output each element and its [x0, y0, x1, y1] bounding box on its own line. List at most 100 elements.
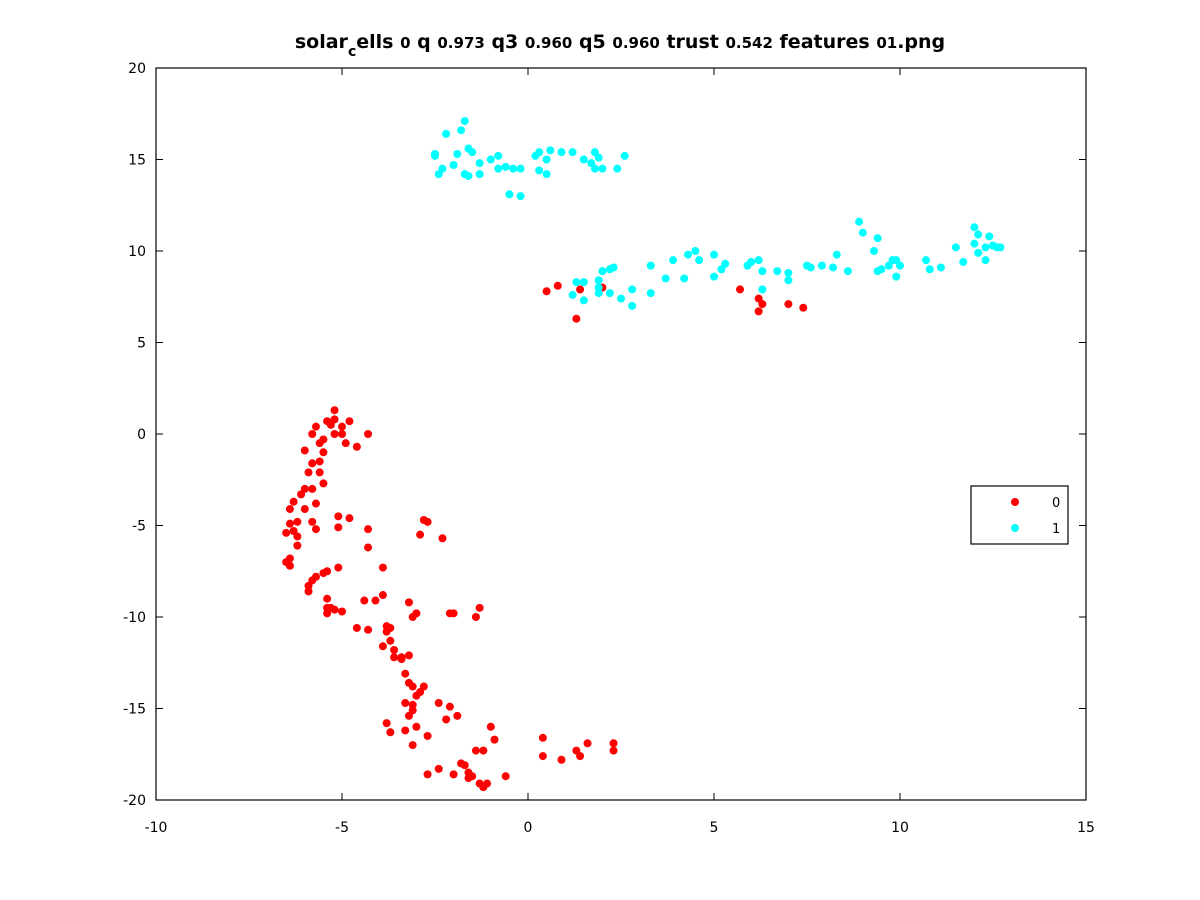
- x-tick-label: 5: [710, 820, 719, 836]
- data-point-series-0: [311, 422, 320, 431]
- data-point-series-0: [475, 603, 484, 612]
- data-point-series-1: [598, 267, 607, 276]
- data-point-series-1: [646, 289, 655, 298]
- data-point-series-1: [869, 247, 878, 255]
- y-tick-label: -15: [123, 702, 146, 718]
- data-point-series-0: [304, 587, 313, 596]
- data-point-series-0: [311, 499, 320, 508]
- y-tick-label: 10: [128, 244, 146, 260]
- data-point-series-1: [594, 289, 603, 298]
- data-point-series-1: [535, 148, 544, 157]
- data-point-series-0: [308, 517, 317, 526]
- data-point-series-0: [538, 733, 547, 742]
- data-point-series-0: [364, 543, 373, 552]
- data-point-series-0: [490, 735, 499, 744]
- data-point-series-0: [311, 525, 320, 534]
- data-point-series-1: [516, 164, 525, 173]
- data-point-series-0: [386, 636, 395, 645]
- data-point-series-1: [509, 164, 518, 173]
- data-point-series-1: [754, 256, 763, 265]
- data-point-series-0: [300, 505, 309, 514]
- data-point-series-0: [323, 594, 332, 603]
- data-point-series-0: [285, 519, 294, 528]
- data-point-series-0: [412, 691, 421, 700]
- data-point-series-0: [397, 655, 406, 664]
- data-point-series-1: [970, 223, 979, 232]
- data-point-series-1: [680, 274, 689, 283]
- data-point-series-0: [364, 525, 373, 534]
- y-tick-label: 5: [137, 336, 146, 352]
- data-point-series-0: [479, 746, 488, 755]
- data-point-series-0: [378, 563, 387, 572]
- legend: 0 1: [970, 485, 1069, 545]
- data-point-series-1: [557, 148, 566, 157]
- data-point-series-0: [308, 430, 317, 438]
- legend-label-series-1: 1: [1052, 522, 1060, 537]
- data-point-series-1: [594, 153, 603, 162]
- data-point-series-0: [576, 752, 585, 761]
- data-point-series-0: [408, 682, 417, 691]
- data-point-series-0: [758, 300, 767, 309]
- data-point-series-1: [579, 155, 588, 164]
- data-point-series-0: [471, 746, 480, 755]
- data-point-series-0: [453, 711, 462, 720]
- x-tick-label: -5: [335, 820, 349, 836]
- data-point-series-1: [832, 250, 841, 259]
- data-point-series-0: [289, 497, 298, 506]
- title-part-mid: ells: [356, 31, 400, 53]
- data-point-series-0: [282, 558, 291, 567]
- data-point-series-0: [449, 609, 458, 618]
- data-point-series-1: [784, 276, 793, 285]
- data-point-series-1: [516, 192, 525, 201]
- data-point-series-0: [315, 457, 324, 466]
- data-point-series-0: [293, 541, 302, 550]
- data-point-series-1: [594, 276, 603, 285]
- data-point-series-0: [364, 430, 373, 438]
- data-point-series-1: [501, 162, 510, 171]
- data-point-series-1: [579, 296, 588, 305]
- data-point-series-1: [475, 159, 484, 168]
- data-point-series-1: [829, 263, 838, 272]
- data-point-series-0: [352, 442, 361, 451]
- data-point-series-1: [494, 151, 503, 160]
- data-point-series-0: [583, 739, 592, 748]
- data-point-series-1: [669, 256, 678, 265]
- data-point-series-0: [364, 625, 373, 634]
- data-point-series-1: [758, 285, 767, 294]
- legend-marker-series-0: [1011, 498, 1019, 506]
- data-point-series-1: [546, 146, 555, 155]
- data-point-series-1: [542, 155, 551, 164]
- data-point-series-1: [896, 261, 904, 270]
- data-point-series-0: [330, 605, 339, 614]
- data-point-series-0: [338, 430, 346, 438]
- data-point-series-0: [334, 512, 343, 521]
- data-point-series-0: [449, 770, 458, 779]
- data-point-series-1: [542, 170, 551, 179]
- data-point-series-0: [438, 534, 447, 543]
- data-point-series-0: [334, 523, 343, 532]
- data-point-series-0: [572, 314, 581, 323]
- data-point-series-0: [609, 746, 618, 755]
- data-point-series-0: [330, 430, 339, 438]
- data-point-series-0: [371, 596, 380, 605]
- data-point-series-1: [460, 117, 469, 126]
- x-tick-label: 0: [524, 820, 533, 836]
- data-point-series-0: [408, 741, 417, 750]
- data-point-series-0: [434, 699, 443, 708]
- title-part-n2: 0.960: [525, 34, 572, 52]
- data-point-series-0: [609, 739, 618, 748]
- y-tick-label: 0: [137, 427, 146, 443]
- data-point-series-0: [341, 439, 350, 448]
- data-point-series-1: [695, 256, 704, 265]
- data-point-series-0: [330, 406, 339, 415]
- data-point-series-0: [401, 669, 410, 678]
- data-point-series-0: [319, 479, 328, 488]
- title-part-trust: trust: [660, 31, 726, 53]
- data-point-series-1: [613, 164, 622, 173]
- data-point-series-0: [423, 517, 432, 526]
- data-point-series-1: [981, 256, 990, 265]
- data-point-series-0: [412, 722, 421, 731]
- data-point-series-0: [784, 300, 793, 309]
- data-point-series-1: [628, 301, 637, 310]
